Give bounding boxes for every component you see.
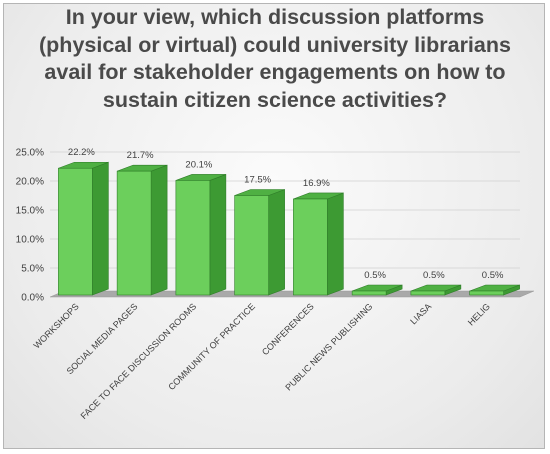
category-label: LIASA xyxy=(408,301,433,326)
y-tick-label: 20.0% xyxy=(16,177,44,188)
bar-front xyxy=(293,198,328,296)
y-tick-label: 15.0% xyxy=(16,206,44,217)
data-label: 22.2% xyxy=(68,147,95,158)
data-label: 0.5% xyxy=(482,270,504,281)
data-label: 20.1% xyxy=(185,159,212,170)
bar xyxy=(351,284,403,296)
data-label: 0.5% xyxy=(423,270,445,281)
y-axis-ticks: 0.0% 5.0% 10.0% 15.0% 20.0% 25.0% xyxy=(16,148,44,304)
bar xyxy=(116,164,168,296)
bar xyxy=(234,189,285,296)
bar xyxy=(58,161,109,296)
category-label: CONFERENCES xyxy=(260,301,316,357)
bar-side xyxy=(268,189,285,296)
category-label: FACE TO FACE DISCUSSION ROOMS xyxy=(79,301,199,421)
bar-front xyxy=(234,195,269,296)
bar xyxy=(175,173,227,296)
data-label: 0.5% xyxy=(364,270,386,281)
bars xyxy=(58,161,520,296)
bar-front xyxy=(410,290,446,296)
bar-side xyxy=(209,173,227,296)
chart-title: In your view, which discussion platforms… xyxy=(39,5,511,112)
bar-side xyxy=(150,164,168,296)
data-label: 21.7% xyxy=(127,150,154,161)
bar-front xyxy=(58,167,93,296)
data-label: 16.9% xyxy=(303,178,330,189)
y-tick-label: 5.0% xyxy=(21,264,44,275)
bar xyxy=(469,284,520,296)
data-label: 17.5% xyxy=(244,175,271,186)
data-labels: 22.2% 21.7% 20.1% 17.5% 16.9% 0.5% 0.5% 0.5% xyxy=(68,147,504,281)
y-tick-label: 0.0% xyxy=(21,293,44,304)
bar-front xyxy=(351,290,387,296)
y-tick-label: 25.0% xyxy=(16,148,44,159)
bar-side xyxy=(327,192,344,296)
bar-side xyxy=(92,161,109,296)
bar xyxy=(410,284,462,296)
bar xyxy=(293,192,344,296)
y-tick-label: 10.0% xyxy=(16,235,44,246)
category-label: HELIG xyxy=(466,301,492,327)
bar-front xyxy=(469,290,504,296)
bar-front xyxy=(116,170,152,296)
bar-front xyxy=(175,180,211,296)
category-label: WORKSHOPS xyxy=(32,301,81,350)
